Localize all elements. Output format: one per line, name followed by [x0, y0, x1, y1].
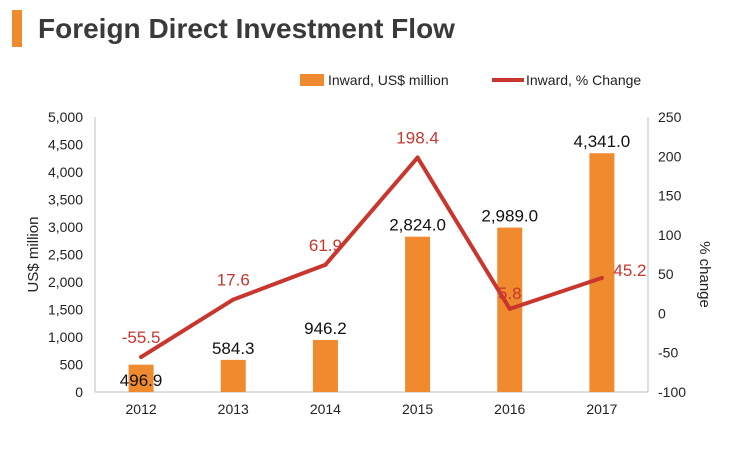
title-accent-bar [12, 10, 22, 47]
line-series-pct-change [139, 155, 604, 360]
y-tick-label: 0 [75, 384, 83, 400]
bar-data-label: 4,341.0 [574, 132, 631, 151]
line-point [507, 306, 512, 311]
legend-line-label: Inward, % Change [526, 72, 641, 88]
bar [312, 339, 338, 392]
y-tick-label: 2,000 [48, 274, 83, 290]
y2-tick-label: 250 [658, 109, 682, 125]
bar-data-label: 584.3 [212, 339, 255, 358]
y2-tick-label: 100 [658, 227, 682, 243]
line-point [231, 297, 236, 302]
y2-tick-label: 150 [658, 188, 682, 204]
bar [220, 359, 246, 392]
y2-tick-label: 50 [658, 266, 674, 282]
legend-bar-label: Inward, US$ million [328, 72, 449, 88]
bar-data-label: 946.2 [304, 319, 347, 338]
bar-data-label: 496.9 [120, 371, 163, 390]
line-data-label: 61.9 [309, 236, 342, 255]
line-point [323, 262, 328, 267]
y-tick-label: 3,500 [48, 192, 83, 208]
page-title: Foreign Direct Investment Flow [38, 13, 455, 44]
y-tick-label: 500 [60, 357, 84, 373]
y-tick-label: 4,000 [48, 164, 83, 180]
y-tick-label: 3,000 [48, 219, 83, 235]
x-tick-label: 2012 [126, 401, 157, 417]
line-data-label: 45.2 [613, 261, 646, 280]
y2-tick-label: 200 [658, 148, 682, 164]
line-point [139, 355, 144, 360]
y-tick-label: 4,500 [48, 137, 83, 153]
bar-data-label: 2,824.0 [389, 216, 446, 235]
y-tick-label: 5,000 [48, 109, 83, 125]
y2-tick-label: -100 [658, 384, 686, 400]
line-data-label: 17.6 [217, 271, 250, 290]
bar-data-label: 2,989.0 [481, 207, 538, 226]
bar [405, 236, 431, 392]
x-tick-label: 2013 [218, 401, 249, 417]
bar [128, 364, 154, 392]
y-tick-label: 2,500 [48, 247, 83, 263]
x-tick-label: 2014 [310, 401, 341, 417]
x-tick-label: 2015 [402, 401, 433, 417]
y-tick-label: 1,500 [48, 302, 83, 318]
line-point [599, 275, 604, 280]
x-tick-label: 2016 [494, 401, 525, 417]
y2-tick-label: -50 [658, 345, 678, 361]
line-data-label: 5.8 [498, 284, 522, 303]
legend-bar-swatch [300, 74, 324, 86]
bar [589, 153, 615, 392]
y2-axis-title: % change [696, 241, 713, 308]
y-axis-title: US$ million [25, 217, 42, 293]
line-point [415, 155, 420, 160]
y2-tick-label: 0 [658, 305, 666, 321]
line-data-label: 198.4 [396, 129, 439, 148]
y-tick-label: 1,000 [48, 329, 83, 345]
line-data-label: -55.5 [122, 328, 161, 347]
x-tick-label: 2017 [586, 401, 617, 417]
